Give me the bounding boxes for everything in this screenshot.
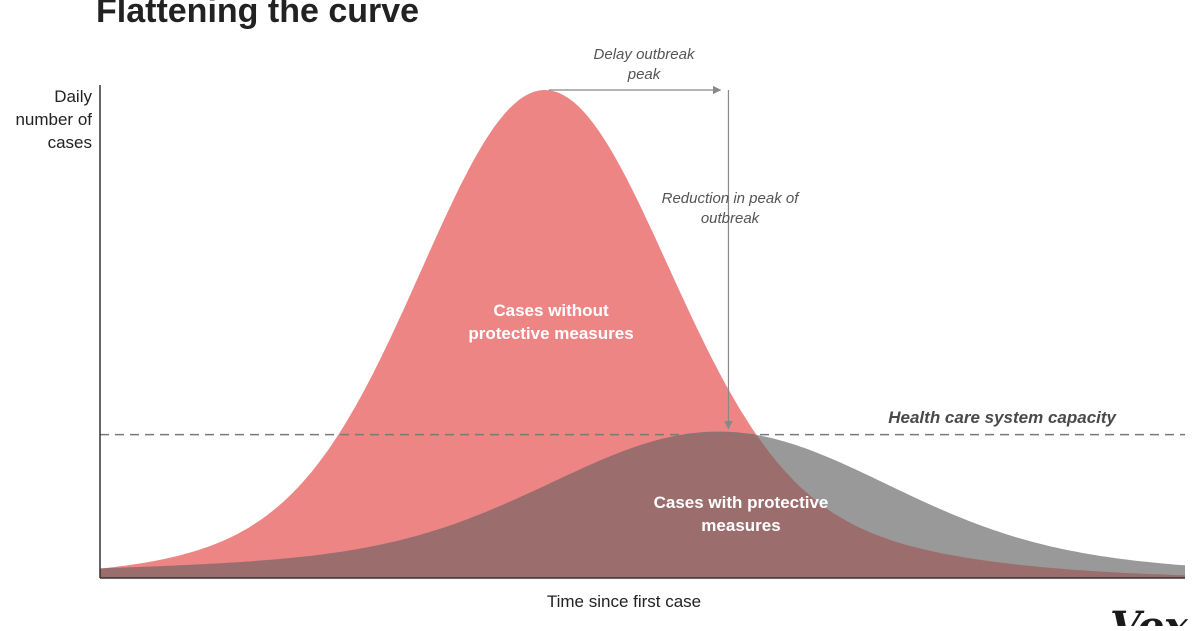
y-axis-label: Daily number of cases [15,87,92,152]
label-cases-with-line-2: measures [701,516,780,535]
area-cases-without-measures [100,90,1185,578]
y-axis-label-line-2: number of [15,110,92,129]
x-axis-label: Time since first case [547,592,701,611]
label-cases-without-measures: Cases without protective measures [468,301,633,343]
label-cases-with-measures: Cases with protective measures [654,493,829,535]
reduction-annotation-line-2: outbreak [701,210,761,227]
label-cases-with-line-1: Cases with protective [654,493,829,512]
vox-logo: Vox [1110,603,1189,626]
y-axis-label-line-3: cases [48,133,92,152]
chart-title: Flattening the curve [96,0,419,30]
y-axis-label-line-1: Daily [54,87,92,106]
label-cases-without-line-1: Cases without [493,301,609,320]
label-cases-without-line-2: protective measures [468,324,633,343]
delay-annotation-line-2: peak [627,66,662,83]
delay-annotation-line-1: Delay outbreak [594,46,696,63]
delay-annotation: Delay outbreak peak [594,46,696,83]
reduction-annotation: Reduction in peak of outbreak [662,190,801,227]
reduction-annotation-line-1: Reduction in peak of [662,190,801,207]
capacity-label: Health care system capacity [888,408,1117,427]
